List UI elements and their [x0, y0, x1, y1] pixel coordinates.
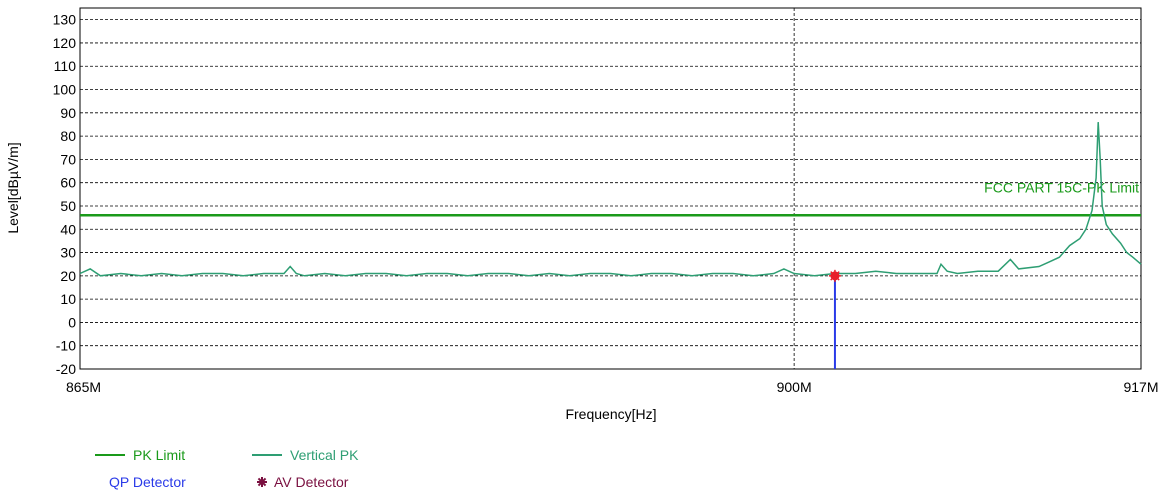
- x-tick-label: 865M: [66, 379, 101, 395]
- grid: [80, 8, 1142, 370]
- y-tick-label: 80: [60, 128, 76, 144]
- y-tick-label: 50: [60, 198, 76, 214]
- legend-item: PK Limit: [95, 447, 185, 463]
- plot-frame: [79, 7, 1142, 370]
- legend-item: AV Detector: [257, 474, 349, 490]
- y-tick-label: 0: [68, 314, 76, 330]
- y-tick-label: 10: [60, 291, 76, 307]
- limit-line-label: FCC PART 15C-PK Limit: [984, 179, 1139, 195]
- y-tick-label: 110: [54, 58, 77, 74]
- y-axis-label: Level[dBµV/m]: [5, 142, 21, 233]
- legend-star-icon: [257, 477, 267, 487]
- x-axis-label: Frequency[Hz]: [565, 406, 656, 422]
- x-tick-label: 917M: [1123, 379, 1158, 395]
- av-detector-marker: [828, 269, 841, 282]
- y-tick-label: 60: [60, 175, 76, 191]
- y-tick-label: 20: [60, 268, 76, 284]
- y-tick-label: 40: [60, 221, 76, 237]
- y-tick-label: 70: [60, 151, 76, 167]
- legend-item: Vertical PK: [252, 447, 359, 463]
- y-tick-label: 130: [53, 12, 77, 28]
- y-tick-label: 90: [60, 105, 76, 121]
- legend: PK Limit Vertical PK QP Detector AV Detecto…: [95, 447, 359, 490]
- y-tick-label: -10: [56, 338, 76, 354]
- legend-label: QP Detector: [109, 474, 186, 490]
- detector-markers: [828, 269, 841, 282]
- legend-label: PK Limit: [133, 447, 185, 463]
- x-tick-labels: 865M 900M 917M: [66, 379, 1159, 395]
- y-tick-labels: -20 -10 0 10 20 30 40 50 60 70 80 90 100 110 120 130: [53, 12, 77, 377]
- y-tick-label: -20: [56, 361, 76, 377]
- y-tick-label: 120: [53, 35, 77, 51]
- y-tick-label: 100: [53, 82, 77, 98]
- legend-item: QP Detector: [109, 474, 186, 490]
- series-vertical-pk: [79, 122, 1142, 277]
- legend-label: Vertical PK: [290, 447, 359, 463]
- x-tick-label: 900M: [777, 379, 812, 395]
- y-tick-label: 30: [60, 245, 76, 261]
- legend-label: AV Detector: [274, 474, 349, 490]
